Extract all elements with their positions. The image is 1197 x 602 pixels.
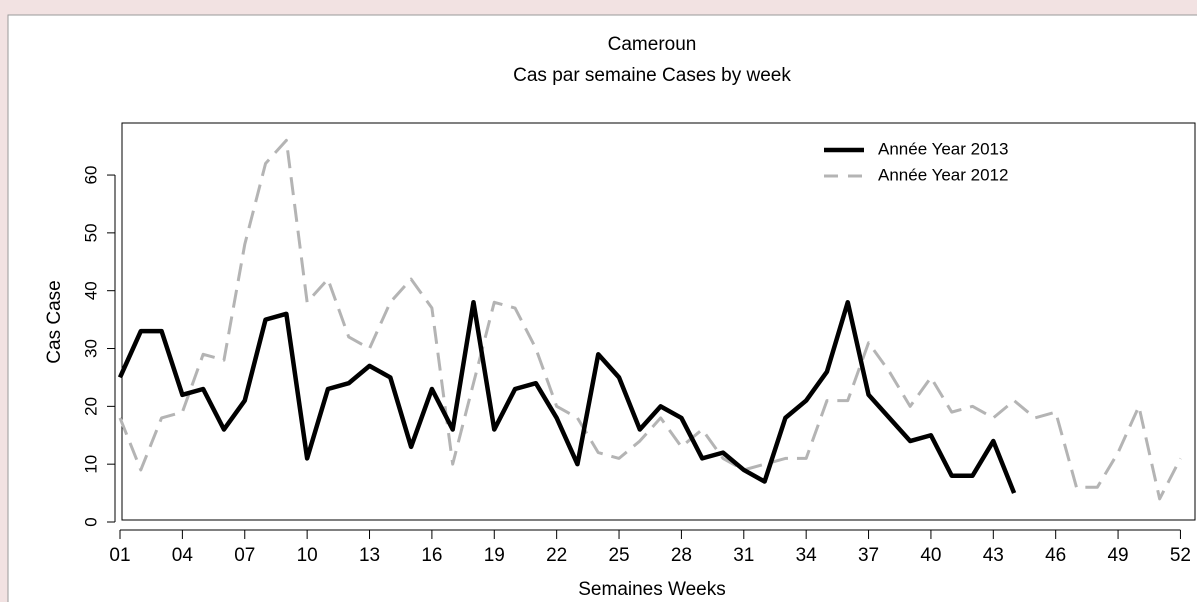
panel: [7, 14, 1197, 602]
x-tick-label: 28: [671, 545, 692, 566]
y-tick-label: 10: [81, 455, 100, 474]
x-tick-label: 37: [858, 545, 879, 566]
x-tick-label: 16: [421, 545, 442, 566]
legend-label: Année Year 2013: [878, 139, 1008, 158]
y-tick-label: 30: [81, 339, 100, 358]
series-line: [118, 138, 1182, 501]
legend-label: Année Year 2012: [878, 165, 1008, 184]
y-tick-label: 20: [81, 397, 100, 416]
y-tick-label: 40: [81, 281, 100, 300]
x-tick-label: 34: [796, 545, 818, 566]
x-axis-label: Semaines Weeks: [578, 579, 726, 600]
x-tick-label: 40: [920, 545, 941, 566]
x-tick-label: 46: [1045, 545, 1066, 566]
y-tick-label: 60: [81, 166, 100, 185]
chart-title: Cameroun: [608, 34, 697, 55]
chart-subtitle: Cas par semaine Cases by week: [513, 65, 791, 86]
y-tick-label: 50: [81, 223, 100, 242]
x-tick-label: 07: [234, 545, 255, 566]
x-tick-label: 13: [359, 545, 380, 566]
x-tick-label: 43: [983, 545, 1004, 566]
plot-box: [121, 122, 1196, 521]
x-tick-label: 31: [733, 545, 754, 566]
x-tick-label: 22: [546, 545, 567, 566]
x-tick-label: 52: [1170, 545, 1191, 566]
x-tick-label: 25: [608, 545, 629, 566]
series-line: [117, 300, 1017, 494]
x-tick-label: 04: [172, 545, 194, 566]
x-tick-label: 49: [1107, 545, 1128, 566]
y-axis-label: Cas Case: [44, 280, 65, 363]
x-tick-label: 10: [297, 545, 318, 566]
x-tick-label: 01: [109, 545, 130, 566]
y-tick-label: 0: [81, 517, 100, 526]
x-tick-label: 19: [484, 545, 505, 566]
